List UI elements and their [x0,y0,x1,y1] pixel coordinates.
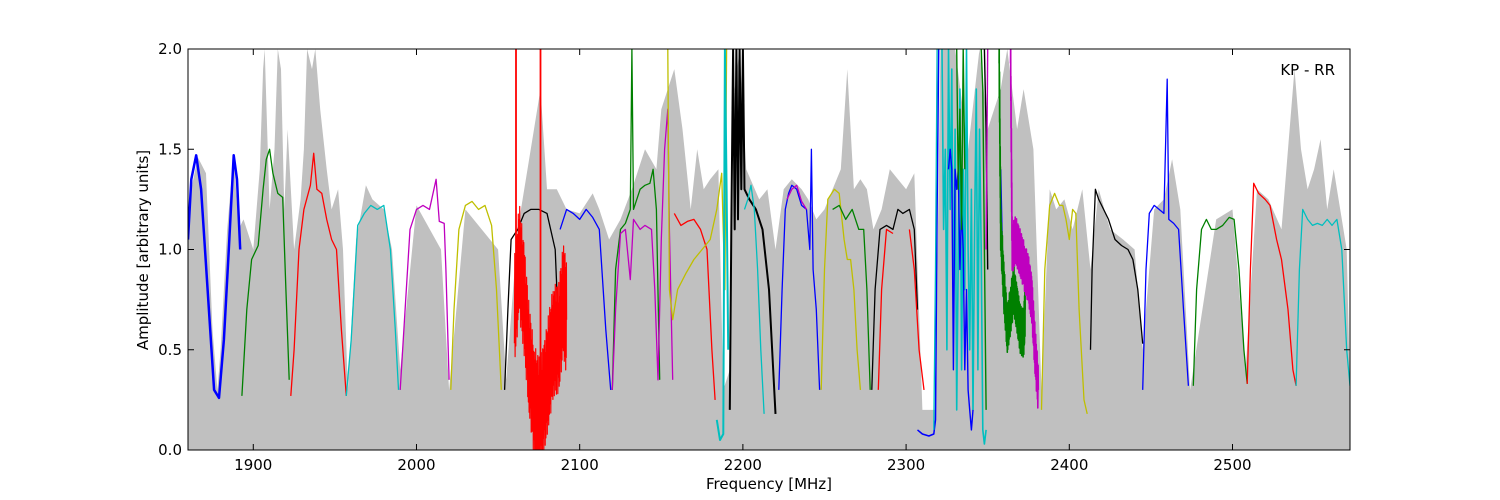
series-line-30-green [980,49,987,410]
x-tick-label: 2200 [724,456,762,474]
series-line-4-magenta [399,178,450,390]
x-tick-label: 2300 [887,456,925,474]
x-tick-label: 2000 [397,456,435,474]
series-line-24-red [908,229,925,390]
x-tick-label: 1900 [234,456,272,474]
series-line-34-green [998,49,1026,358]
series-line-31-black [983,49,989,270]
series-line-13-red [673,213,716,400]
series-line-22-black [871,208,919,390]
series-line-36-yellow [1040,192,1088,415]
series-line-19-magenta [786,184,808,210]
series-line-29-green [956,49,966,231]
series-line-27-cyan [941,49,987,445]
x-tick-label: 2500 [1213,456,1251,474]
series-line-3-cyan [345,204,400,396]
y-tick-label: 1.0 [158,241,182,259]
x-tick-label: 2400 [1050,456,1088,474]
series-line-21-green [832,204,871,390]
series-line-39-green [1192,216,1248,386]
y-tick-label: 0.5 [158,341,182,359]
series-line-37-black [1089,188,1144,350]
series-line-35-magenta [1009,49,1040,409]
y-tick-label: 0.0 [158,441,182,459]
series-line-23-red [877,228,894,390]
axis-ticks: 1900 2000 2100 2200 2300 2400 2500 0.0 0.5 1.0 1.5… [158,40,1350,474]
series-line-32-magenta [985,49,989,250]
background-envelope [188,49,1350,450]
series-line-26-cyan [933,49,941,430]
series-line-15-cyan [715,49,730,441]
series-line-41-cyan [1295,208,1350,386]
series-line-40-red [1246,182,1297,386]
series-line-2-red [290,152,347,396]
series-line-14-yellow [667,49,728,321]
series-line-12-magenta [611,108,674,390]
y-tick-label: 1.5 [158,140,182,158]
x-tick-label: 2100 [561,456,599,474]
series-line-17-cyan [743,184,765,414]
series-line-20-yellow [820,188,862,390]
x-axis-label: Frequency [MHz] [706,475,832,493]
plot-area [188,49,1350,450]
series-line-25-blue [917,49,940,437]
series-line-16-black [728,49,777,414]
series-line-38-blue [1142,78,1190,390]
series-line-10-blue [559,208,612,390]
series-line-6-black [503,208,560,390]
series-line-11-green [611,49,661,390]
y-tick-label: 2.0 [158,40,182,58]
y-axis-label: Amplitude [arbitrary units] [134,150,152,350]
series-line-1-green [241,148,290,396]
series-line-18-blue [778,148,821,390]
series-line-28-blue [947,148,974,431]
chart-annotation: KP - RR [1280,61,1335,79]
series-line-0-blue [188,154,242,400]
series-line-5-yellow [450,200,502,390]
